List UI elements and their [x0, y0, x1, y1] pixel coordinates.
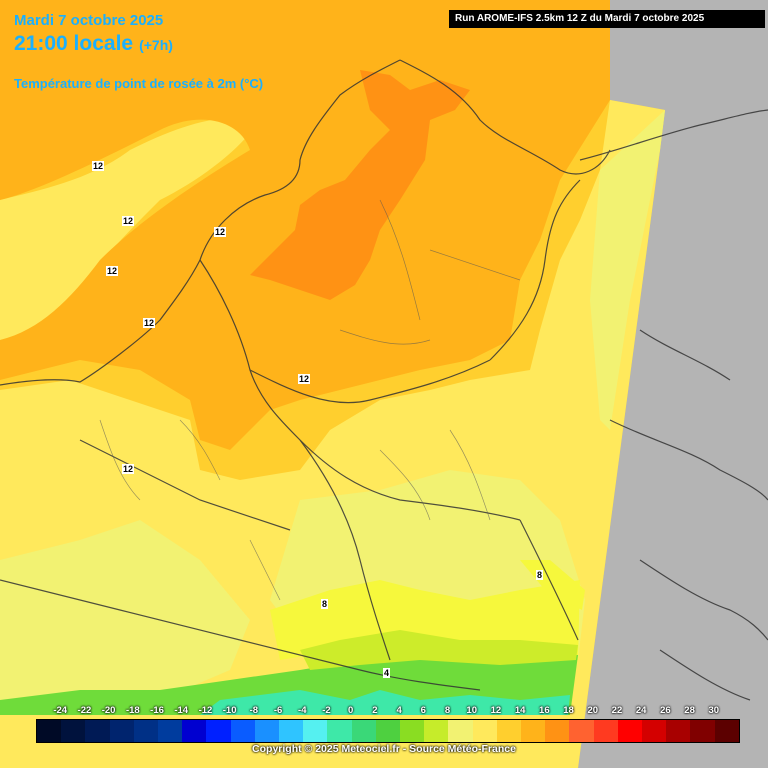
border — [639, 559, 768, 641]
colorbar-tick-label: -20 — [101, 705, 116, 716]
model-run-label: Run AROME-IFS 2.5km 12 Z du Mardi 7 octo… — [449, 10, 765, 28]
colorbar-tick-label: 0 — [348, 705, 354, 716]
colorbar-swatch — [133, 720, 159, 742]
colorbar-tick-label: 12 — [490, 705, 502, 716]
colorbar-swatch — [400, 720, 425, 742]
colorbar-swatch — [690, 720, 715, 742]
border — [299, 439, 521, 521]
colorbar-tick-label: -24 — [53, 705, 68, 716]
colorbar-swatch — [61, 720, 86, 742]
forecast-time-label: 21:00 locale — [14, 32, 134, 55]
colorbar-swatch — [569, 720, 594, 742]
colorbar-tick-label: -18 — [125, 705, 140, 716]
colorbar-tick-label: 30 — [708, 705, 720, 716]
colorbar-swatch — [303, 720, 328, 742]
colorbar-tick-label: -10 — [222, 705, 237, 716]
colorbar-swatch — [521, 720, 546, 742]
variable-title: Température de point de rosée à 2m (°C) — [14, 76, 264, 91]
colorbar-tick-label: -22 — [77, 705, 92, 716]
colorbar-tick-label: 4 — [396, 705, 402, 716]
colorbar-tick-label: 26 — [660, 705, 671, 716]
colorbar-tick-label: -12 — [198, 705, 213, 716]
contour-label: 12 — [143, 318, 156, 328]
colorbar-swatch — [351, 720, 376, 742]
border — [639, 329, 731, 381]
colorbar-tick-label: -4 — [298, 705, 307, 716]
coastline — [399, 59, 611, 175]
forecast-time: 21:00 locale (+7h) — [14, 32, 173, 56]
colorbar — [36, 719, 740, 743]
border — [0, 579, 241, 641]
contour-label: 12 — [122, 464, 135, 474]
contour-label: 12 — [122, 216, 135, 226]
colorbar-tick-label: 28 — [684, 705, 695, 716]
colorbar-tick-label: 24 — [635, 705, 647, 716]
forecast-lead: (+7h) — [139, 37, 173, 53]
dewpoint-zone-8-10 — [590, 110, 665, 430]
colorbar-swatch — [158, 720, 183, 742]
colorbar-swatch — [327, 720, 352, 742]
colorbar-tick-label: -14 — [174, 705, 189, 716]
colorbar-swatch — [109, 720, 134, 742]
border — [249, 359, 491, 404]
colorbar-swatch — [279, 720, 304, 742]
colorbar-tick-label: 22 — [611, 705, 623, 716]
colorbar-swatch — [666, 720, 691, 742]
colorbar-swatch — [230, 720, 255, 742]
contour-label: 12 — [92, 161, 105, 171]
colorbar-swatch — [448, 720, 473, 742]
colorbar-swatch — [642, 720, 667, 742]
colorbar-tick-label: -16 — [150, 705, 164, 716]
border — [579, 109, 768, 161]
colorbar-tick-labels: -24 -22 -20 -18 -16 -14 -12 -10 -8 -6 -4 -2 0 2 4 6 8 10 1… — [26, 705, 746, 717]
colorbar-swatch — [617, 720, 643, 742]
border — [489, 179, 581, 361]
colorbar-tick-label: 18 — [563, 705, 574, 716]
border — [609, 419, 768, 501]
contour-label: 12 — [214, 227, 227, 237]
colorbar-swatch — [545, 720, 570, 742]
colorbar-swatch — [182, 720, 207, 742]
contour-label: 12 — [298, 374, 311, 384]
colorbar-swatch — [472, 720, 497, 742]
contour-label: 8 — [536, 570, 544, 580]
dewpoint-zone-8-10 — [0, 520, 250, 700]
colorbar-swatch — [206, 720, 231, 742]
colorbar-swatch — [496, 720, 522, 742]
border — [299, 439, 391, 661]
forecast-date: Mardi 7 octobre 2025 — [14, 12, 164, 29]
contour-label: 8 — [321, 599, 329, 609]
colorbar-tick-label: 8 — [444, 705, 451, 716]
colorbar-tick-label: -8 — [249, 705, 259, 716]
colorbar-swatch — [254, 720, 280, 742]
colorbar-swatch — [37, 720, 62, 742]
border — [659, 649, 751, 701]
colorbar-tick-label: 10 — [466, 705, 477, 716]
colorbar-tick-label: -2 — [322, 705, 331, 716]
colorbar-tick-label: -6 — [273, 705, 283, 716]
colorbar-swatch — [85, 720, 110, 742]
colorbar-tick-label: 2 — [372, 705, 378, 716]
dewpoint-zone-16-18 — [250, 70, 470, 300]
contour-label: 4 — [383, 668, 391, 678]
border — [519, 519, 579, 641]
colorbar-swatch — [375, 720, 401, 742]
colorbar-swatch — [424, 720, 449, 742]
colorbar-tick-label: 20 — [587, 705, 599, 716]
colorbar-swatch — [714, 720, 739, 742]
colorbar-tick-label: 14 — [514, 705, 526, 716]
colorbar-tick-label: 6 — [420, 705, 426, 716]
border — [199, 259, 301, 441]
contour-label: 12 — [106, 266, 119, 276]
dewpoint-zone-4-6 — [300, 630, 578, 670]
dewpoint-zone-10-12 — [0, 117, 260, 340]
dewpoint-zone-0-2 — [200, 690, 570, 715]
colorbar-tick-label: 16 — [539, 705, 550, 716]
border — [239, 639, 481, 691]
copyright: Copyright © 2025 Meteociel.fr - Source M… — [252, 743, 516, 755]
colorbar-swatch — [593, 720, 618, 742]
